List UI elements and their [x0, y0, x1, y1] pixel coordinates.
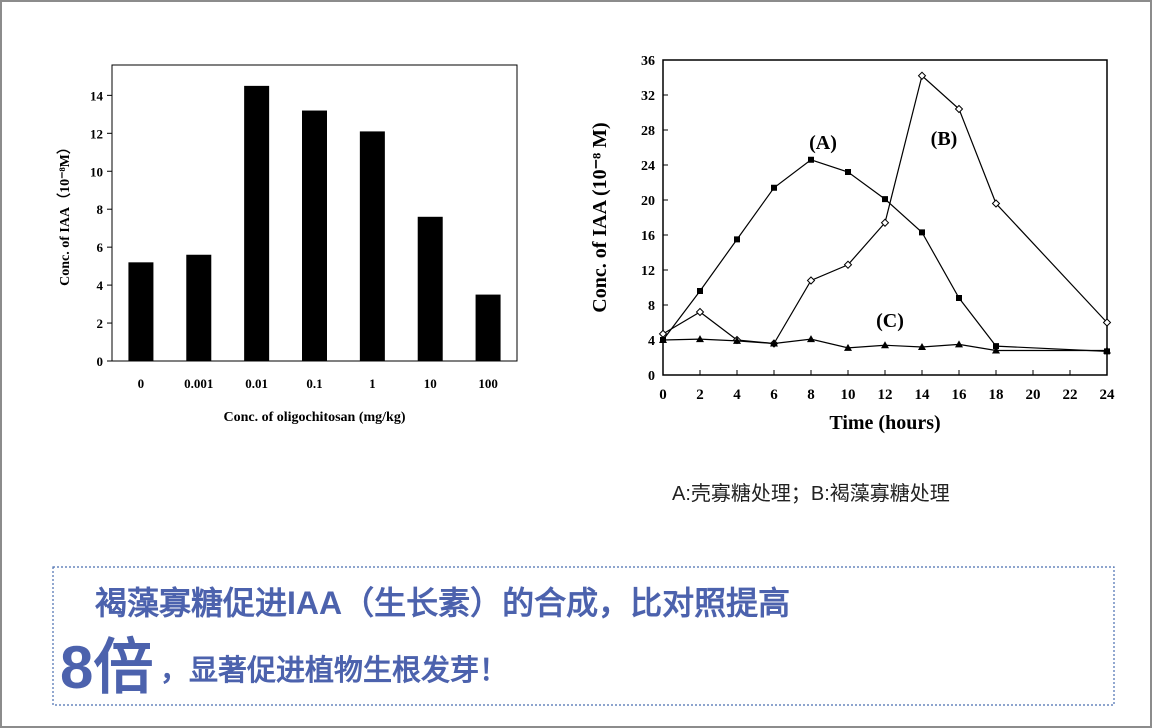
x-tick-label: 18: [989, 387, 1004, 403]
y-tick-label: 32: [641, 89, 655, 104]
x-tick-label: 10: [841, 387, 856, 403]
marker: [770, 339, 778, 347]
bar: [128, 262, 154, 361]
bar: [302, 110, 327, 362]
y-tick-label: 8: [648, 299, 655, 314]
highlight-line2: ，显著促进植物生根发芽！: [160, 654, 508, 687]
x-tick-label: 12: [878, 387, 893, 403]
y-tick-label: 4: [648, 334, 655, 349]
marker: [882, 196, 888, 203]
marker: [845, 169, 851, 175]
x-tick-label: 4: [733, 387, 741, 403]
marker: [733, 336, 741, 344]
highlight-box: [52, 566, 1115, 706]
x-tick-label: 0.1: [306, 376, 322, 391]
marker: [697, 288, 703, 294]
marker: [771, 184, 777, 191]
y-tick-label: 0: [648, 369, 655, 384]
bar: [359, 131, 385, 361]
marker: [1103, 346, 1111, 354]
y-tick-label: 24: [641, 159, 655, 174]
marker: [844, 343, 852, 351]
series-label: (B): [931, 128, 958, 150]
series-label: (C): [876, 310, 904, 332]
y-tick-label: 12: [641, 264, 655, 279]
series-label: (A): [809, 132, 837, 154]
bar: [475, 294, 501, 361]
bar: [244, 85, 270, 361]
highlight-big: 8倍: [60, 634, 153, 701]
marker: [1102, 318, 1112, 327]
x-tick-label: 10: [424, 376, 437, 391]
marker: [991, 199, 1001, 208]
marker: [918, 343, 926, 350]
marker: [808, 156, 814, 163]
marker: [843, 260, 853, 269]
marker: [917, 71, 927, 80]
x-tick-label: 20: [1026, 387, 1041, 403]
marker: [806, 276, 816, 285]
y-tick-label: 0: [97, 354, 104, 369]
x-tick-label: 0.001: [184, 376, 213, 391]
marker: [955, 340, 963, 348]
marker: [880, 218, 890, 227]
y-tick-label: 10: [90, 164, 103, 179]
x-tick-label: 1: [369, 376, 376, 391]
marker: [993, 343, 999, 350]
x-tick-label: 0: [659, 387, 667, 403]
marker: [734, 236, 740, 243]
marker: [992, 346, 1000, 354]
marker: [954, 104, 964, 114]
x-axis-label: Conc. of oligochitosan (mg/kg): [224, 410, 406, 425]
y-tick-label: 28: [641, 124, 655, 139]
marker: [659, 336, 667, 343]
marker: [696, 335, 704, 343]
y-tick-label: 12: [90, 126, 103, 141]
bar: [417, 216, 443, 361]
caption: A:壳寡糖处理；B:褐藻寡糖处理: [672, 482, 950, 505]
x-tick-label: 8: [807, 387, 815, 403]
y-tick-label: 36: [641, 54, 655, 69]
y-tick-label: 20: [641, 194, 655, 209]
x-axis-label: Time (hours): [829, 412, 940, 434]
y-tick-label: 16: [641, 229, 655, 244]
highlight-line1: 褐藻寡糖促进IAA（生长素）的合成，比对照提高: [95, 585, 790, 621]
marker: [919, 229, 925, 236]
marker: [956, 295, 962, 301]
y-axis-label: Conc. of IAA（10⁻⁸M）: [57, 140, 73, 286]
bar: [186, 254, 212, 361]
marker: [881, 341, 889, 349]
marker: [695, 307, 705, 317]
x-tick-label: 0.01: [245, 376, 268, 391]
y-tick-label: 4: [97, 278, 104, 293]
y-tick-label: 8: [97, 202, 104, 217]
y-axis-label: Conc. of IAA (10⁻⁸ M): [589, 122, 611, 312]
x-tick-label: 6: [770, 387, 778, 403]
y-tick-label: 14: [90, 88, 104, 103]
x-tick-label: 16: [952, 387, 968, 403]
x-tick-label: 24: [1100, 387, 1116, 403]
x-tick-label: 0: [138, 376, 145, 391]
x-tick-label: 14: [915, 387, 931, 403]
x-tick-label: 100: [478, 376, 498, 391]
x-tick-label: 22: [1063, 387, 1078, 403]
x-tick-label: 2: [696, 387, 704, 403]
y-tick-label: 2: [97, 316, 104, 331]
marker: [807, 335, 815, 343]
y-tick-label: 6: [97, 240, 104, 255]
